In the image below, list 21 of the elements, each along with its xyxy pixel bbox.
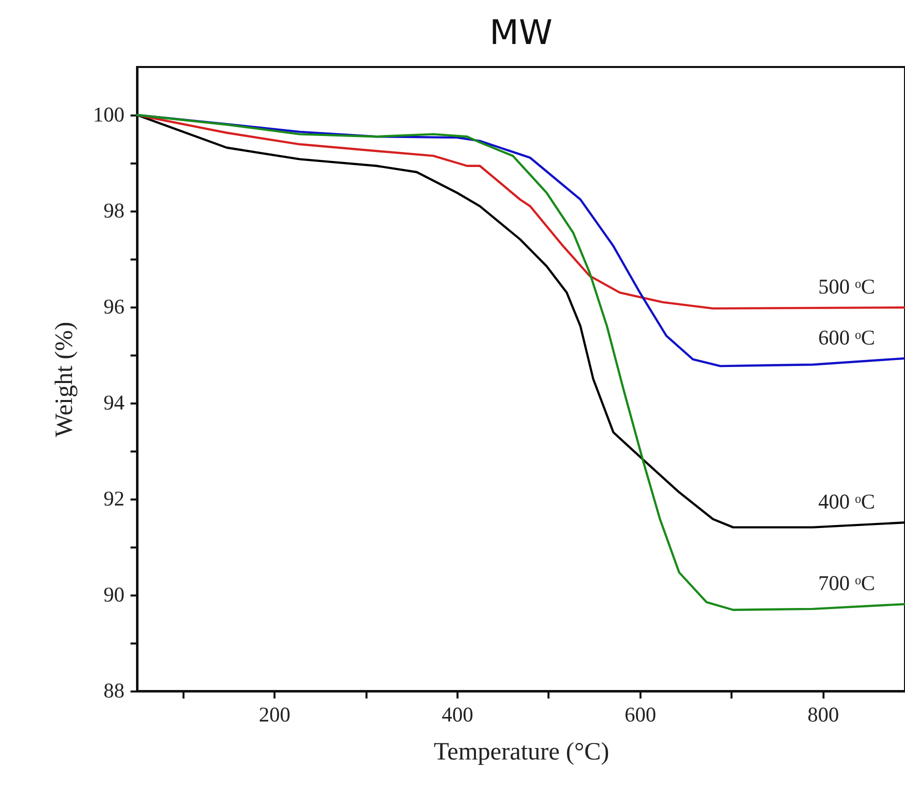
series-label: 600 ᵒC — [818, 325, 875, 350]
y-tick-label: 96 — [104, 294, 124, 318]
y-tick-label: 90 — [104, 582, 124, 606]
y-tick-label: 94 — [104, 390, 125, 414]
line-series — [136, 114, 905, 310]
x-tick-label: 400 — [442, 702, 474, 726]
y-tick-label: 100 — [93, 102, 124, 126]
line-series — [136, 114, 905, 528]
x-tick-label: 800 — [807, 702, 839, 726]
chart-title: MW — [490, 13, 552, 53]
series-label: 500 ᵒC — [818, 274, 875, 298]
x-tick-label: 200 — [258, 702, 290, 726]
y-tick-label: 88 — [104, 678, 124, 702]
y-tick-label: 92 — [104, 486, 124, 510]
y-tick-label: 98 — [104, 198, 124, 222]
x-axis-title: Temperature (°C) — [434, 738, 610, 766]
line-series — [136, 114, 905, 611]
y-axis-title: Weight (%) — [51, 322, 78, 438]
series-label: 700 ᵒC — [818, 571, 875, 596]
x-tick-label: 600 — [624, 702, 656, 726]
series-label: 400 ᵒC — [818, 490, 875, 514]
